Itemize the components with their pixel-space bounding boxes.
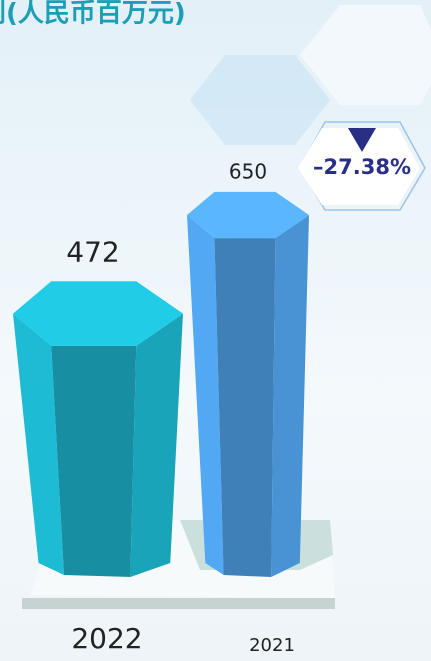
value-label: 650 (229, 160, 267, 184)
bar (13, 281, 183, 577)
x-tick-label: 2021 (249, 635, 295, 656)
change-label: –27.38% (313, 155, 411, 179)
bar-front-face (214, 238, 275, 577)
value-label: 472 (66, 236, 119, 269)
bar (187, 192, 309, 577)
chart: 利(人民币百万元) 472 2022 650 2021 –27.38% (0, 0, 431, 661)
chart-title: 利(人民币百万元) (0, 0, 186, 29)
bar-front-face (51, 346, 136, 577)
base-strip (22, 598, 335, 609)
x-tick-label: 2022 (71, 622, 142, 655)
